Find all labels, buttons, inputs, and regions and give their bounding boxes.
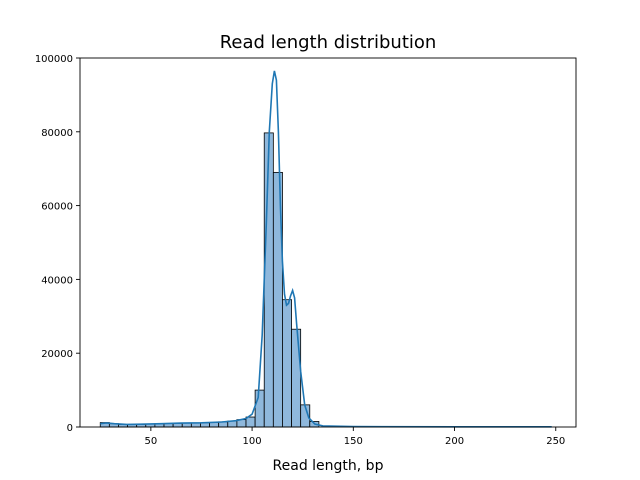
y-axis-ticks: 0 20000 40000 60000 80000 100000 <box>35 54 80 434</box>
kde-line <box>100 70 552 428</box>
chart-title: Read length distribution <box>220 32 437 53</box>
x-axis-ticks: 50 100 150 200 250 <box>144 427 565 447</box>
y-tick-label: 0 <box>67 423 73 434</box>
histogram-bar <box>291 328 302 428</box>
y-tick-label: 80000 <box>41 128 73 139</box>
plot-frame <box>79 57 577 428</box>
x-tick-label: 250 <box>546 436 565 447</box>
y-tick-label: 20000 <box>41 349 73 360</box>
y-tick-label: 40000 <box>41 275 73 286</box>
y-tick-label: 100000 <box>35 54 73 65</box>
x-axis-label: Read length, bp <box>273 458 384 474</box>
histogram-bars <box>99 132 320 428</box>
histogram-bar <box>263 132 274 428</box>
histogram-bar <box>282 299 292 428</box>
x-tick-label: 100 <box>243 436 262 447</box>
histogram-bar <box>245 416 256 428</box>
x-tick-label: 50 <box>144 436 157 447</box>
x-tick-label: 200 <box>445 436 464 447</box>
y-tick-label: 60000 <box>41 202 73 213</box>
x-tick-label: 150 <box>344 436 363 447</box>
histogram-bar <box>254 389 265 428</box>
